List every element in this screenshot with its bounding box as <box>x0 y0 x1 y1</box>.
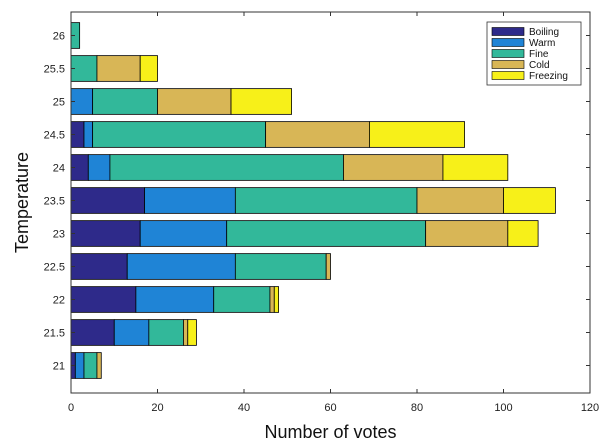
x-tick-label: 100 <box>494 402 512 414</box>
y-axis-title: Temperature <box>12 152 32 253</box>
bar-segment-fine-22_5 <box>234 253 327 280</box>
y-tick-label: 22.5 <box>44 262 65 274</box>
bar-segment-freezing-22 <box>273 286 279 313</box>
bar-segment-boiling-22_5 <box>70 253 128 280</box>
x-axis-title: Number of votes <box>264 422 396 442</box>
legend-swatch-cold <box>491 60 525 69</box>
legend-label-freezing: Freezing <box>529 71 568 82</box>
bar-segment-warm-21_5 <box>113 319 150 346</box>
y-tick-label: 23.5 <box>44 196 65 208</box>
bar-segment-cold-25 <box>157 88 232 115</box>
bar-segment-cold-24 <box>343 154 444 181</box>
y-axis: 21 21.5 22 22.5 23 23.5 24 24.5 25 25.5 26 <box>44 31 590 373</box>
bar-segment-warm-23_5 <box>144 187 236 214</box>
x-tick-label: 20 <box>151 402 163 414</box>
y-tick-label: 25 <box>53 97 65 109</box>
bar-segment-boiling-22 <box>70 286 137 313</box>
bar-segment-cold-21 <box>96 352 102 379</box>
legend-label-fine: Fine <box>529 49 549 60</box>
x-tick-label: 40 <box>238 402 250 414</box>
bar-segment-warm-21 <box>74 352 85 379</box>
y-tick-label: 24 <box>53 163 65 175</box>
bars-group <box>70 22 556 379</box>
bar-segment-cold-22_5 <box>325 253 331 280</box>
bar-segment-cold-23 <box>425 220 509 247</box>
legend-swatch-freezing <box>491 71 525 80</box>
bar-segment-freezing-23_5 <box>503 187 556 214</box>
bar-segment-cold-25_5 <box>96 55 141 82</box>
bar-segment-fine-22 <box>213 286 271 313</box>
bar-segment-fine-21_5 <box>148 319 184 346</box>
bar-segment-warm-24_5 <box>83 121 94 148</box>
bar-segment-warm-23 <box>139 220 228 247</box>
bar-segment-fine-23_5 <box>234 187 418 214</box>
x-tick-label: 0 <box>68 402 74 414</box>
x-axis: 0 20 40 60 80 100 120 <box>68 12 599 414</box>
legend-label-boiling: Boiling <box>529 27 559 38</box>
bar-segment-fine-24 <box>109 154 344 181</box>
bar-segment-freezing-23 <box>507 220 539 247</box>
y-tick-label: 21 <box>53 361 65 373</box>
bar-segment-boiling-21_5 <box>70 319 115 346</box>
bar-segment-fine-25 <box>92 88 158 115</box>
bar-segment-fine-23 <box>226 220 427 247</box>
y-tick-label: 23 <box>53 229 65 241</box>
bar-segment-warm-22_5 <box>126 253 236 280</box>
bar-segment-freezing-24_5 <box>369 121 465 148</box>
bar-segment-cold-22 <box>269 286 275 313</box>
legend-label-cold: Cold <box>529 60 550 71</box>
y-tick-label: 26 <box>53 31 65 43</box>
legend-swatch-boiling <box>491 27 525 36</box>
bar-segment-boiling-23_5 <box>70 187 145 214</box>
plot-frame <box>70 11 591 394</box>
bar-segment-freezing-25 <box>230 88 292 115</box>
x-tick-label: 120 <box>581 402 599 414</box>
bar-segment-freezing-21_5 <box>187 319 197 346</box>
x-tick-label: 60 <box>324 402 336 414</box>
bar-segment-fine-21 <box>83 352 98 379</box>
bar-segment-freezing-24 <box>442 154 509 181</box>
x-tick-label: 80 <box>411 402 423 414</box>
y-tick-label: 25.5 <box>44 64 65 76</box>
legend-label-warm: Warm <box>529 38 555 49</box>
y-tick-label: 22 <box>53 295 65 307</box>
bar-segment-freezing-25_5 <box>139 55 158 82</box>
bar-segment-fine-24_5 <box>92 121 267 148</box>
bar-segment-cold-23_5 <box>416 187 504 214</box>
y-tick-label: 21.5 <box>44 328 65 340</box>
bar-segment-cold-21_5 <box>183 319 189 346</box>
legend-swatch-warm <box>491 38 525 47</box>
bar-segment-warm-22 <box>135 286 215 313</box>
y-tick-label: 24.5 <box>44 130 65 142</box>
bar-segment-cold-24_5 <box>265 121 370 148</box>
legend-swatch-fine <box>491 49 525 58</box>
bar-segment-warm-24 <box>87 154 111 181</box>
bar-segment-boiling-23 <box>70 220 141 247</box>
